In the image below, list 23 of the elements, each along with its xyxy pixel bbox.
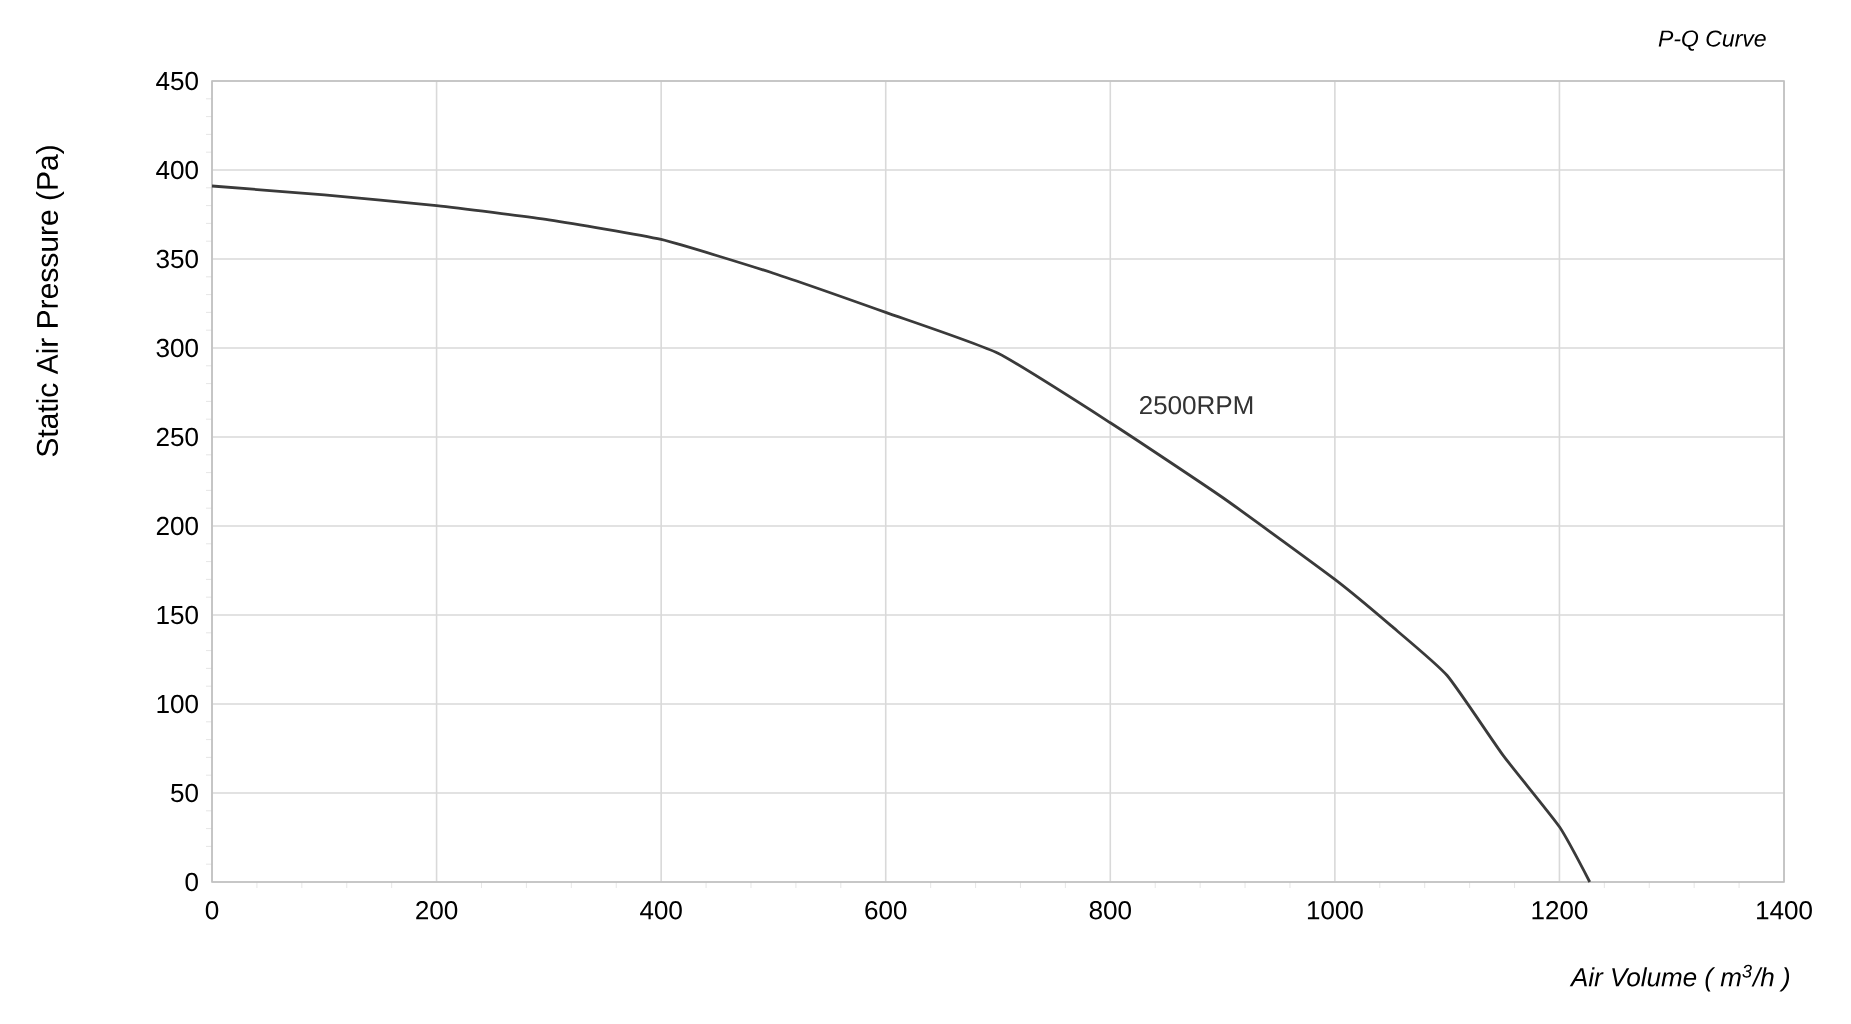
y-tick-label: 50 (171, 783, 198, 803)
y-tick-label: 0 (185, 872, 198, 892)
x-tick-label: 600 (865, 901, 907, 920)
y-tick-label: 250 (156, 427, 198, 447)
x-tick-label: 1000 (1307, 901, 1363, 920)
x-tick-label: 200 (416, 901, 458, 920)
line-series (210, 184, 1592, 884)
x-tick-label: 0 (205, 901, 219, 920)
y-axis-title: Static Air Pressure (Pa) (36, 146, 64, 457)
x-tick-label: 1200 (1532, 901, 1588, 920)
x-axis-title: Air Volume ( m$^{3}$/h ) (1569, 964, 1790, 992)
series-label: 2500RPM (1140, 395, 1253, 415)
x-tick-label: 800 (1089, 901, 1131, 920)
y-tick-label: 150 (157, 605, 198, 625)
y-tick-label: 400 (156, 160, 198, 180)
y-tick-label: 300 (156, 338, 198, 358)
y-tick-label: 200 (156, 516, 198, 536)
chart-title: P-Q Curve (1658, 30, 1766, 51)
y-tick-label: 350 (156, 249, 198, 269)
x-tick-label: 1400 (1757, 901, 1812, 920)
y-tick-label: 100 (157, 694, 198, 714)
x-tick-label: 400 (640, 901, 682, 920)
y-tick-label: 450 (156, 71, 198, 91)
